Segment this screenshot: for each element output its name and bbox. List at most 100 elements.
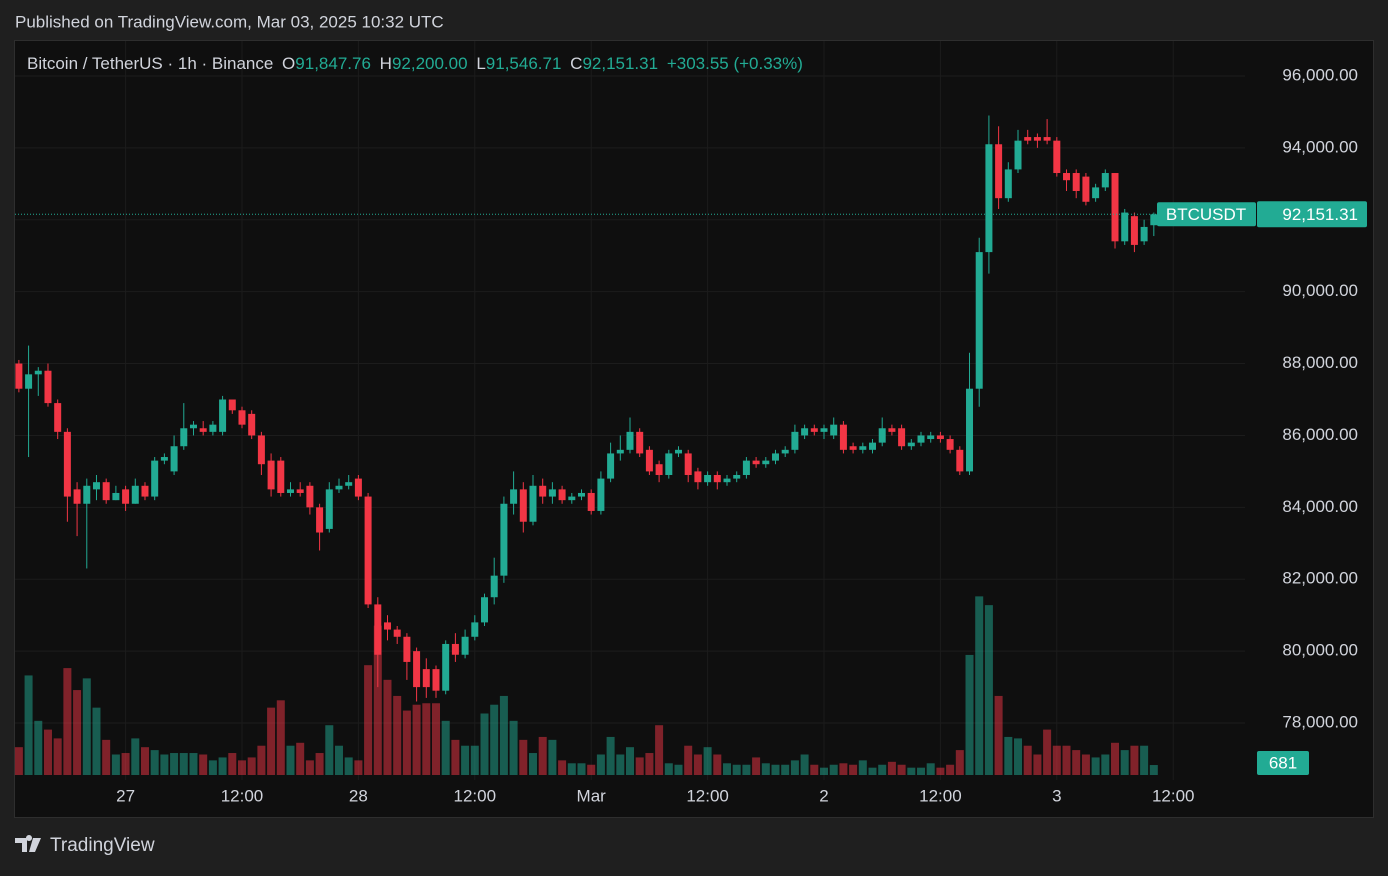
x-tick-label: 28 (349, 786, 368, 805)
candle-body (869, 442, 877, 450)
candle-body (616, 449, 624, 454)
volume-bar (102, 739, 111, 775)
volume-bar (1033, 754, 1042, 775)
volume-bar (946, 764, 955, 775)
candle-body (742, 460, 750, 475)
candle-body (917, 435, 925, 443)
volume-bar (499, 695, 508, 775)
volume-bar (14, 747, 23, 775)
candle-body (859, 446, 867, 450)
candle-body (461, 636, 469, 655)
volume-bar (858, 760, 867, 775)
candle-body (1004, 169, 1012, 199)
candle-body (238, 410, 246, 425)
volume-bar (781, 764, 790, 775)
candle-body (723, 478, 731, 483)
candle-body (335, 485, 343, 490)
y-tick-label: 96,000.00 (1282, 65, 1358, 84)
volume-bar (422, 703, 431, 775)
volume-bar (548, 739, 557, 775)
y-tick-label: 88,000.00 (1282, 353, 1358, 372)
x-tick-label: 12:00 (919, 786, 962, 805)
volume-bar (1120, 750, 1129, 775)
x-tick-label: 12:00 (221, 786, 264, 805)
candle-body (122, 489, 130, 504)
volume-bar (334, 745, 343, 775)
y-tick-label: 84,000.00 (1282, 497, 1358, 516)
volume-bar (849, 764, 858, 775)
candle-body (403, 636, 411, 662)
volume-bar (684, 745, 693, 775)
candle-body (44, 370, 52, 404)
candle-body (141, 485, 149, 497)
legend-l-label: L (476, 54, 485, 73)
volume-bar (121, 753, 130, 775)
x-tick-label: 3 (1052, 786, 1061, 805)
volume-bar (393, 695, 402, 775)
candle-body (675, 449, 683, 454)
candle-body (839, 424, 847, 450)
candle-body (228, 399, 236, 411)
volume-bar (1149, 765, 1158, 775)
candle-body (112, 492, 120, 501)
candle-body (791, 431, 799, 450)
legend-c-value: 92,151.31 (582, 54, 658, 73)
candle-body (325, 489, 333, 529)
candle-body (1033, 137, 1041, 141)
candle-body (1121, 212, 1129, 242)
volume-bar (538, 736, 547, 775)
candle-body (73, 489, 81, 504)
candle-body (354, 478, 362, 497)
volume-bar (286, 745, 295, 775)
candle-body (995, 144, 1003, 199)
candle-body (1111, 173, 1119, 242)
volume-bar (218, 757, 227, 775)
volume-bar (305, 760, 314, 775)
candle-body (558, 489, 566, 501)
candle-body (34, 370, 42, 375)
candle-body (199, 428, 207, 432)
candle-body (607, 453, 615, 479)
candle-body (1082, 176, 1090, 202)
candle-body (1014, 140, 1022, 170)
volume-bar (771, 764, 780, 775)
chart-pane (14, 40, 1374, 818)
candle-body (966, 388, 974, 472)
legend-o-label: O (282, 54, 295, 73)
volume-bar (820, 767, 829, 775)
volume-bar (955, 750, 964, 775)
volume-bar (451, 739, 460, 775)
volume-bar (1140, 745, 1149, 775)
candle-body (1101, 173, 1109, 188)
last-volume-label: 681 (1269, 754, 1297, 773)
candle-body (684, 453, 692, 475)
volume-bar (441, 720, 450, 775)
candle-body (374, 604, 382, 655)
legend-symbol: Bitcoin / TetherUS · 1h · Binance (27, 54, 273, 73)
volume-bar (131, 738, 140, 775)
volume-bar (315, 753, 324, 775)
candle-body (54, 403, 62, 432)
volume-bar (645, 753, 654, 775)
volume-bar (1130, 745, 1139, 775)
volume-bar (790, 760, 799, 775)
x-tick-label: 27 (116, 786, 135, 805)
volume-bar (383, 679, 392, 775)
candle-body (733, 474, 741, 479)
volume-bar (111, 754, 120, 775)
candle-body (296, 489, 304, 493)
volume-bar (674, 764, 683, 775)
y-tick-label: 94,000.00 (1282, 137, 1358, 156)
candle-body (500, 503, 508, 576)
candle-body (1043, 137, 1051, 141)
candle-body (151, 460, 159, 497)
volume-bar (63, 668, 72, 775)
candle-body (286, 489, 294, 493)
candle-body (209, 424, 217, 432)
volume-bar (975, 596, 984, 775)
volume-bar (53, 738, 62, 775)
volume-bar (577, 763, 586, 775)
volume-bar (34, 720, 43, 775)
candle-body (1150, 214, 1158, 226)
volume-bar (325, 725, 334, 775)
